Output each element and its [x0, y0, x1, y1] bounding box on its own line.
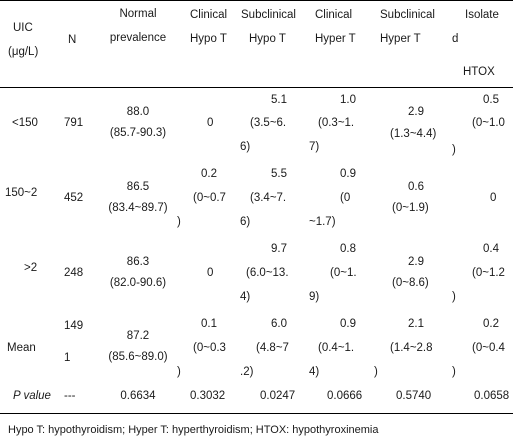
subclinical-hypo-value: 5.5 — [271, 168, 287, 180]
clinical-hyper-ci: (0.3~1. — [318, 117, 355, 129]
clinical-hyper-ci: (0 — [340, 192, 351, 204]
subclinical-hypo-ci-end: 6) — [240, 216, 251, 228]
subclinical-hypo-ci-end: 4) — [240, 291, 251, 303]
row-n: 248 — [64, 267, 84, 279]
row-n-line2: 1 — [64, 352, 71, 364]
clinical-hypo-ci-end: ) — [177, 366, 181, 378]
subclinical-hyper-ci-end: ) — [374, 366, 378, 378]
subclinical-hyper-value: 2.9 — [408, 256, 424, 268]
subclinical-hypo-ci: (6.0~13. — [246, 267, 289, 279]
clinical-hypo-ci: (0~0.7 — [193, 192, 226, 204]
row-uic: >2 — [24, 262, 38, 274]
subclinical-hypo-ci: (3.4~7. — [250, 192, 287, 204]
clinical-hyper-ci-end: 9) — [309, 291, 320, 303]
table-top-rule — [0, 0, 513, 1]
isolated-htox-value: 0.4 — [483, 243, 499, 255]
header-subclinical-hypo-line2: Hypo T — [249, 33, 286, 45]
subclinical-hyper-value: 2.1 — [408, 318, 424, 330]
normal-ci: (85.7-90.3) — [109, 127, 167, 139]
row-uic: Mean — [7, 342, 36, 354]
p-value-clinical-hypo: 0.3032 — [190, 390, 226, 402]
subclinical-hyper-ci: (1.4~2.8 — [390, 342, 433, 354]
subclinical-hypo-ci: (4.8~7 — [256, 342, 289, 354]
row-n: 791 — [64, 117, 84, 129]
p-value-label: P value — [13, 390, 51, 402]
normal-value: 86.5 — [126, 181, 150, 193]
header-isolated-line3: HTOX — [463, 66, 495, 78]
isolated-htox-value: 0 — [490, 192, 497, 204]
subclinical-hypo-value: 5.1 — [271, 94, 287, 106]
subclinical-hypo-value: 6.0 — [271, 318, 287, 330]
p-value-n: --- — [64, 390, 76, 402]
isolated-htox-ci: (0~1.0 — [472, 117, 505, 129]
header-uic: UIC — [13, 22, 33, 34]
row-uic: 150~2 — [5, 187, 38, 199]
isolated-htox-ci: (0~0.4 — [472, 342, 505, 354]
subclinical-hyper-value: 0.6 — [408, 181, 424, 193]
clinical-hyper-value: 0.9 — [340, 168, 356, 180]
header-subclinical-hyper-line1: Subclinical — [380, 9, 435, 21]
header-normal-line2: prevalence — [109, 32, 167, 44]
header-clinical-hypo-line1: Clinical — [190, 9, 228, 21]
subclinical-hypo-ci-end: 6) — [240, 141, 251, 153]
header-uic-unit: (μg/L) — [8, 46, 39, 58]
isolated-htox-ci-end: ) — [452, 366, 456, 378]
row-n-line1: 149 — [64, 320, 84, 332]
clinical-hyper-ci: (0.4~1. — [318, 342, 355, 354]
header-n: N — [68, 34, 77, 46]
header-clinical-hypo-line2: Hypo T — [190, 33, 227, 45]
table-footnote: Hypo T: hypothyroidism; Hyper T: hyperth… — [8, 424, 379, 436]
subclinical-hyper-ci: (0~1.9) — [392, 202, 429, 214]
clinical-hypo-ci: (0~0.3 — [193, 342, 226, 354]
normal-ci: (83.4~89.7) — [108, 202, 168, 214]
p-value-normal: 0.6634 — [120, 390, 156, 402]
isolated-htox-ci-end: ) — [452, 291, 456, 303]
clinical-hyper-value: 1.0 — [340, 94, 356, 106]
subclinical-hypo-value: 9.7 — [271, 243, 287, 255]
p-value-subclinical-hyper: 0.5740 — [396, 390, 432, 402]
isolated-htox-value: 0.5 — [483, 94, 499, 106]
normal-value: 87.2 — [126, 330, 150, 342]
table-bottom-rule — [0, 413, 513, 414]
header-clinical-hyper-line1: Clinical — [315, 9, 353, 21]
subclinical-hyper-ci-end: ) — [452, 144, 456, 156]
row-uic: <150 — [12, 117, 38, 129]
header-isolated-line2: d — [452, 33, 459, 45]
clinical-hypo-value: 0.2 — [201, 168, 217, 180]
p-value-isolated-htox: 0.0658 — [474, 390, 510, 402]
subclinical-hypo-ci-end: .2) — [240, 366, 254, 378]
header-clinical-hyper-line2: Hyper T — [315, 33, 356, 45]
clinical-hypo-value: 0 — [207, 267, 214, 279]
subclinical-hyper-value: 2.9 — [408, 106, 424, 118]
clinical-hyper-value: 0.8 — [340, 243, 356, 255]
isolated-htox-ci: (0~1.2 — [472, 267, 505, 279]
row-n: 452 — [64, 192, 84, 204]
clinical-hyper-ci-end: 7) — [309, 141, 320, 153]
normal-ci: (82.0-90.6) — [109, 277, 167, 289]
normal-ci: (85.6~89.0) — [108, 351, 168, 363]
clinical-hypo-ci-end: ) — [177, 216, 181, 228]
clinical-hyper-value: 0.9 — [340, 318, 356, 330]
normal-value: 88.0 — [126, 106, 150, 118]
clinical-hyper-ci-end: ~1.7) — [309, 216, 336, 228]
normal-value: 86.3 — [126, 256, 150, 268]
subclinical-hyper-ci: (0~8.6) — [392, 277, 429, 289]
subclinical-hyper-ci: (1.3~4.4) — [390, 128, 437, 140]
header-bottom-rule — [0, 87, 513, 88]
header-isolated-line1: Isolate — [465, 9, 499, 21]
p-value-subclinical-hypo: 0.0247 — [260, 390, 296, 402]
header-subclinical-hyper-line2: Hyper T — [380, 33, 421, 45]
header-subclinical-hypo-line1: Subclinical — [241, 9, 296, 21]
clinical-hypo-value: 0 — [207, 117, 214, 129]
clinical-hypo-value: 0.1 — [201, 318, 217, 330]
header-normal-line1: Normal — [119, 8, 157, 20]
isolated-htox-value: 0.2 — [483, 318, 499, 330]
p-value-clinical-hyper: 0.0666 — [327, 390, 363, 402]
clinical-hyper-ci-end: 4) — [309, 366, 320, 378]
subclinical-hypo-ci: (3.5~6. — [250, 117, 287, 129]
clinical-hyper-ci: (0~1. — [330, 267, 357, 279]
